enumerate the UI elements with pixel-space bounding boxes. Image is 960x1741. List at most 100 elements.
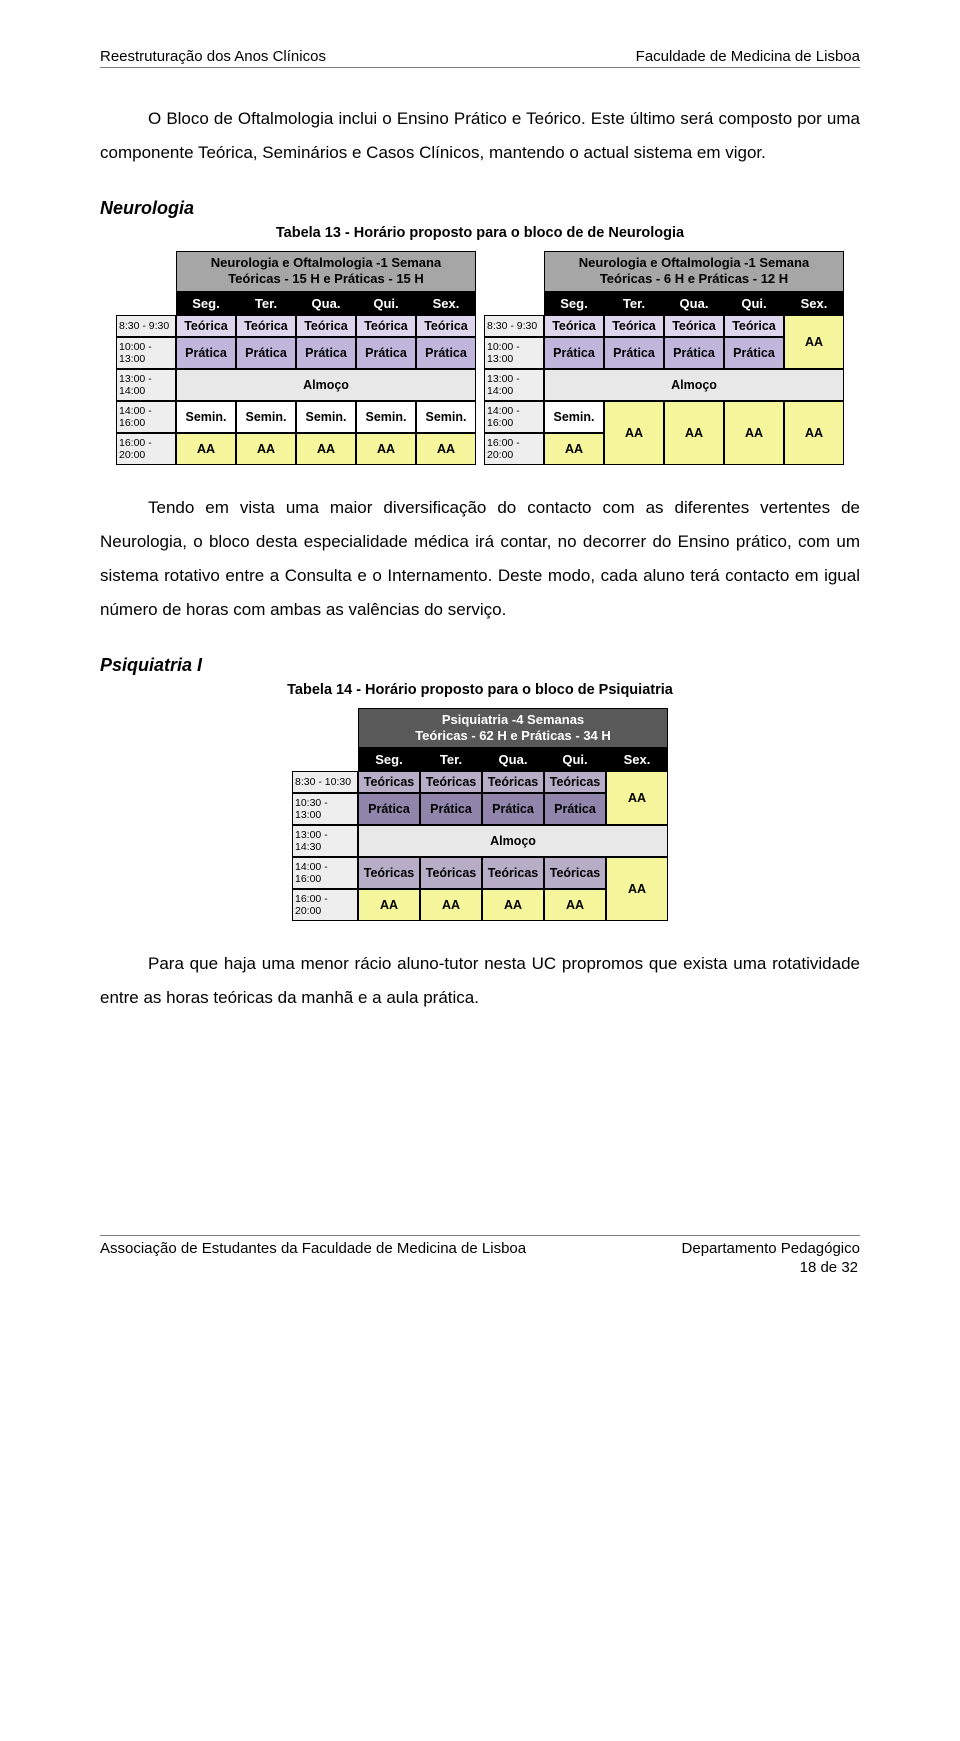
- header-right: Faculdade de Medicina de Lisboa: [636, 48, 860, 65]
- table-cell: AA: [606, 857, 668, 921]
- table-cell: Teóricas: [420, 771, 482, 793]
- table-cell: Prática: [664, 337, 724, 369]
- table-cell: [116, 251, 176, 292]
- table-cell: Semin.: [416, 401, 476, 433]
- day-header: Ter.: [420, 748, 482, 771]
- day-header: Qua.: [482, 748, 544, 771]
- table-cell: Prática: [416, 337, 476, 369]
- table-cell: [292, 748, 358, 771]
- table-cell: Teórica: [296, 315, 356, 337]
- table-cell: AA: [356, 433, 416, 465]
- table-cell: Prática: [358, 793, 420, 825]
- time-label: 8:30 - 10:30: [292, 771, 358, 793]
- table-cell: [116, 292, 176, 315]
- table-cell: Prática: [236, 337, 296, 369]
- day-header: Seg.: [358, 748, 420, 771]
- table-cell: AA: [296, 433, 356, 465]
- time-label: 8:30 - 9:30: [484, 315, 544, 337]
- table-cell: AA: [420, 889, 482, 921]
- table-cell: Teórica: [236, 315, 296, 337]
- table-cell: AA: [176, 433, 236, 465]
- time-label: 16:00 - 20:00: [292, 889, 358, 921]
- day-header: Seg.: [544, 292, 604, 315]
- table-cell: Teóricas: [358, 857, 420, 889]
- schedule-neuro-right: Neurologia e Oftalmologia -1 Semana Teór…: [484, 251, 844, 465]
- table-cell: AA: [482, 889, 544, 921]
- table-cell: AA: [416, 433, 476, 465]
- section-psi: Psiquiatria I: [100, 655, 860, 676]
- time-label: 16:00 - 20:00: [116, 433, 176, 465]
- table-cell: AA: [358, 889, 420, 921]
- footer-right: Departamento Pedagógico: [682, 1240, 860, 1257]
- day-header: Ter.: [236, 292, 296, 315]
- section-neuro: Neurologia: [100, 198, 860, 219]
- table-cell: Semin.: [356, 401, 416, 433]
- table-cell: Semin.: [236, 401, 296, 433]
- day-header: Qui.: [356, 292, 416, 315]
- table-cell: AA: [784, 315, 844, 369]
- time-label: 8:30 - 9:30: [116, 315, 176, 337]
- day-header: Seg.: [176, 292, 236, 315]
- table-cell: AA: [544, 433, 604, 465]
- table-cell: Teórica: [416, 315, 476, 337]
- header-left: Reestruturação dos Anos Clínicos: [100, 48, 326, 65]
- table-cell: AA: [784, 401, 844, 465]
- time-label: 16:00 - 20:00: [484, 433, 544, 465]
- table-cell: Prática: [544, 793, 606, 825]
- table-cell: AA: [604, 401, 664, 465]
- day-header: Qui.: [544, 748, 606, 771]
- day-header: Qua.: [664, 292, 724, 315]
- table-title: Neurologia e Oftalmologia -1 Semana Teór…: [176, 251, 476, 292]
- table-cell: Teóricas: [358, 771, 420, 793]
- table-cell: AA: [724, 401, 784, 465]
- caption-psi: Tabela 14 - Horário proposto para o bloc…: [100, 682, 860, 698]
- table-cell: Teóricas: [482, 857, 544, 889]
- day-header: Sex.: [606, 748, 668, 771]
- table-cell: Prática: [296, 337, 356, 369]
- table-cell: [292, 708, 358, 749]
- time-label: 13:00 - 14:00: [484, 369, 544, 401]
- time-label: 14:00 - 16:00: [292, 857, 358, 889]
- table-cell: [484, 251, 544, 292]
- time-label: 10:00 - 13:00: [484, 337, 544, 369]
- paragraph-3: Para que haja uma menor rácio aluno-tuto…: [100, 947, 860, 1015]
- lunch-cell: Almoço: [544, 369, 844, 401]
- time-label: 10:30 - 13:00: [292, 793, 358, 825]
- table-cell: Semin.: [544, 401, 604, 433]
- table-cell: Prática: [356, 337, 416, 369]
- time-label: 14:00 - 16:00: [484, 401, 544, 433]
- time-label: 14:00 - 16:00: [116, 401, 176, 433]
- table-cell: Semin.: [176, 401, 236, 433]
- table-cell: Teórica: [176, 315, 236, 337]
- caption-neuro: Tabela 13 - Horário proposto para o bloc…: [100, 225, 860, 241]
- table-cell: Teórica: [664, 315, 724, 337]
- table-cell: Prática: [176, 337, 236, 369]
- table-title: Psiquiatria -4 Semanas Teóricas - 62 H e…: [358, 708, 668, 749]
- lunch-cell: Almoço: [358, 825, 668, 857]
- paragraph-1: O Bloco de Oftalmologia inclui o Ensino …: [100, 102, 860, 170]
- table-cell: Prática: [420, 793, 482, 825]
- paragraph-2: Tendo em vista uma maior diversificação …: [100, 491, 860, 627]
- time-label: 13:00 - 14:00: [116, 369, 176, 401]
- table-cell: Semin.: [296, 401, 356, 433]
- table-cell: Teóricas: [544, 771, 606, 793]
- lunch-cell: Almoço: [176, 369, 476, 401]
- time-label: 10:00 - 13:00: [116, 337, 176, 369]
- table-cell: Prática: [544, 337, 604, 369]
- table-cell: Prática: [482, 793, 544, 825]
- table-cell: Teórica: [604, 315, 664, 337]
- table-cell: Teóricas: [544, 857, 606, 889]
- footer-left: Associação de Estudantes da Faculdade de…: [100, 1240, 526, 1257]
- table-cell: Teórica: [724, 315, 784, 337]
- time-label: 13:00 - 14:30: [292, 825, 358, 857]
- table-cell: AA: [544, 889, 606, 921]
- table-title: Neurologia e Oftalmologia -1 Semana Teór…: [544, 251, 844, 292]
- day-header: Qui.: [724, 292, 784, 315]
- table-cell: Teórica: [544, 315, 604, 337]
- schedule-psi: Psiquiatria -4 Semanas Teóricas - 62 H e…: [292, 708, 668, 922]
- day-header: Qua.: [296, 292, 356, 315]
- table-cell: Prática: [604, 337, 664, 369]
- day-header: Ter.: [604, 292, 664, 315]
- table-cell: Teórica: [356, 315, 416, 337]
- schedule-neuro-left: Neurologia e Oftalmologia -1 Semana Teór…: [116, 251, 476, 465]
